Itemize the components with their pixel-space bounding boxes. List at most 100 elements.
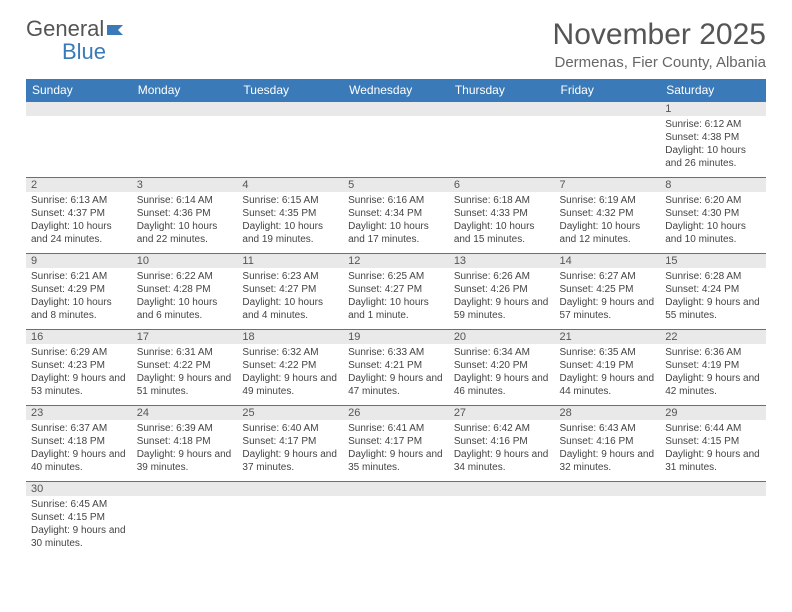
day-number: 2 — [26, 178, 132, 192]
day-header: Monday — [132, 79, 238, 102]
day-number: 6 — [449, 178, 555, 192]
calendar-cell: 4Sunrise: 6:15 AMSunset: 4:35 PMDaylight… — [237, 178, 343, 254]
calendar-cell — [237, 102, 343, 178]
day-info: Sunrise: 6:39 AMSunset: 4:18 PMDaylight:… — [132, 420, 238, 476]
calendar-table: SundayMondayTuesdayWednesdayThursdayFrid… — [26, 79, 766, 558]
day-number: 8 — [660, 178, 766, 192]
calendar-cell: 11Sunrise: 6:23 AMSunset: 4:27 PMDayligh… — [237, 254, 343, 330]
calendar-cell: 15Sunrise: 6:28 AMSunset: 4:24 PMDayligh… — [660, 254, 766, 330]
day-number: 20 — [449, 330, 555, 344]
calendar-cell: 10Sunrise: 6:22 AMSunset: 4:28 PMDayligh… — [132, 254, 238, 330]
day-info: Sunrise: 6:29 AMSunset: 4:23 PMDaylight:… — [26, 344, 132, 400]
day-info: Sunrise: 6:42 AMSunset: 4:16 PMDaylight:… — [449, 420, 555, 476]
calendar-cell — [449, 102, 555, 178]
day-info: Sunrise: 6:41 AMSunset: 4:17 PMDaylight:… — [343, 420, 449, 476]
calendar-cell — [343, 482, 449, 558]
calendar-row: 1Sunrise: 6:12 AMSunset: 4:38 PMDaylight… — [26, 102, 766, 178]
calendar-cell: 17Sunrise: 6:31 AMSunset: 4:22 PMDayligh… — [132, 330, 238, 406]
calendar-body: 1Sunrise: 6:12 AMSunset: 4:38 PMDaylight… — [26, 102, 766, 558]
calendar-cell — [555, 102, 661, 178]
day-info: Sunrise: 6:12 AMSunset: 4:38 PMDaylight:… — [660, 116, 766, 172]
calendar-cell: 16Sunrise: 6:29 AMSunset: 4:23 PMDayligh… — [26, 330, 132, 406]
day-number: 19 — [343, 330, 449, 344]
calendar-cell — [449, 482, 555, 558]
calendar-cell — [555, 482, 661, 558]
day-info: Sunrise: 6:19 AMSunset: 4:32 PMDaylight:… — [555, 192, 661, 248]
day-number: 29 — [660, 406, 766, 420]
day-info: Sunrise: 6:25 AMSunset: 4:27 PMDaylight:… — [343, 268, 449, 324]
day-number: 24 — [132, 406, 238, 420]
day-number: 5 — [343, 178, 449, 192]
calendar-cell: 20Sunrise: 6:34 AMSunset: 4:20 PMDayligh… — [449, 330, 555, 406]
calendar-cell — [132, 102, 238, 178]
calendar-cell: 3Sunrise: 6:14 AMSunset: 4:36 PMDaylight… — [132, 178, 238, 254]
header: GeneralBlue November 2025 Dermenas, Fier… — [26, 18, 766, 71]
day-number: 30 — [26, 482, 132, 496]
day-info: Sunrise: 6:23 AMSunset: 4:27 PMDaylight:… — [237, 268, 343, 324]
day-number: 23 — [26, 406, 132, 420]
day-number: 18 — [237, 330, 343, 344]
day-info: Sunrise: 6:26 AMSunset: 4:26 PMDaylight:… — [449, 268, 555, 324]
day-info: Sunrise: 6:31 AMSunset: 4:22 PMDaylight:… — [132, 344, 238, 400]
location: Dermenas, Fier County, Albania — [553, 54, 766, 71]
day-number: 9 — [26, 254, 132, 268]
day-number: 11 — [237, 254, 343, 268]
calendar-row: 16Sunrise: 6:29 AMSunset: 4:23 PMDayligh… — [26, 330, 766, 406]
calendar-cell: 12Sunrise: 6:25 AMSunset: 4:27 PMDayligh… — [343, 254, 449, 330]
day-number: 12 — [343, 254, 449, 268]
day-header: Wednesday — [343, 79, 449, 102]
calendar-cell — [660, 482, 766, 558]
day-info: Sunrise: 6:40 AMSunset: 4:17 PMDaylight:… — [237, 420, 343, 476]
day-number: 26 — [343, 406, 449, 420]
calendar-row: 9Sunrise: 6:21 AMSunset: 4:29 PMDaylight… — [26, 254, 766, 330]
calendar-cell — [343, 102, 449, 178]
day-number: 14 — [555, 254, 661, 268]
day-info: Sunrise: 6:27 AMSunset: 4:25 PMDaylight:… — [555, 268, 661, 324]
calendar-cell: 8Sunrise: 6:20 AMSunset: 4:30 PMDaylight… — [660, 178, 766, 254]
day-number: 4 — [237, 178, 343, 192]
day-info: Sunrise: 6:44 AMSunset: 4:15 PMDaylight:… — [660, 420, 766, 476]
day-header-row: SundayMondayTuesdayWednesdayThursdayFrid… — [26, 79, 766, 102]
calendar-row: 23Sunrise: 6:37 AMSunset: 4:18 PMDayligh… — [26, 406, 766, 482]
day-info: Sunrise: 6:33 AMSunset: 4:21 PMDaylight:… — [343, 344, 449, 400]
day-number: 28 — [555, 406, 661, 420]
day-info: Sunrise: 6:35 AMSunset: 4:19 PMDaylight:… — [555, 344, 661, 400]
calendar-cell: 24Sunrise: 6:39 AMSunset: 4:18 PMDayligh… — [132, 406, 238, 482]
day-info: Sunrise: 6:36 AMSunset: 4:19 PMDaylight:… — [660, 344, 766, 400]
day-info: Sunrise: 6:21 AMSunset: 4:29 PMDaylight:… — [26, 268, 132, 324]
calendar-cell: 29Sunrise: 6:44 AMSunset: 4:15 PMDayligh… — [660, 406, 766, 482]
calendar-cell: 1Sunrise: 6:12 AMSunset: 4:38 PMDaylight… — [660, 102, 766, 178]
day-number: 10 — [132, 254, 238, 268]
calendar-cell: 25Sunrise: 6:40 AMSunset: 4:17 PMDayligh… — [237, 406, 343, 482]
calendar-cell: 6Sunrise: 6:18 AMSunset: 4:33 PMDaylight… — [449, 178, 555, 254]
calendar-cell — [26, 102, 132, 178]
calendar-cell — [237, 482, 343, 558]
day-info: Sunrise: 6:15 AMSunset: 4:35 PMDaylight:… — [237, 192, 343, 248]
day-number: 15 — [660, 254, 766, 268]
day-info: Sunrise: 6:18 AMSunset: 4:33 PMDaylight:… — [449, 192, 555, 248]
title-block: November 2025 Dermenas, Fier County, Alb… — [553, 18, 766, 71]
calendar-cell: 22Sunrise: 6:36 AMSunset: 4:19 PMDayligh… — [660, 330, 766, 406]
day-info: Sunrise: 6:43 AMSunset: 4:16 PMDaylight:… — [555, 420, 661, 476]
calendar-cell: 26Sunrise: 6:41 AMSunset: 4:17 PMDayligh… — [343, 406, 449, 482]
day-info: Sunrise: 6:37 AMSunset: 4:18 PMDaylight:… — [26, 420, 132, 476]
day-number: 7 — [555, 178, 661, 192]
calendar-cell: 7Sunrise: 6:19 AMSunset: 4:32 PMDaylight… — [555, 178, 661, 254]
day-number: 13 — [449, 254, 555, 268]
day-info: Sunrise: 6:20 AMSunset: 4:30 PMDaylight:… — [660, 192, 766, 248]
page-title: November 2025 — [553, 18, 766, 52]
day-info: Sunrise: 6:45 AMSunset: 4:15 PMDaylight:… — [26, 496, 132, 552]
day-info: Sunrise: 6:13 AMSunset: 4:37 PMDaylight:… — [26, 192, 132, 248]
day-number: 16 — [26, 330, 132, 344]
calendar-cell: 5Sunrise: 6:16 AMSunset: 4:34 PMDaylight… — [343, 178, 449, 254]
day-info: Sunrise: 6:14 AMSunset: 4:36 PMDaylight:… — [132, 192, 238, 248]
calendar-cell: 28Sunrise: 6:43 AMSunset: 4:16 PMDayligh… — [555, 406, 661, 482]
day-header: Sunday — [26, 79, 132, 102]
calendar-cell: 18Sunrise: 6:32 AMSunset: 4:22 PMDayligh… — [237, 330, 343, 406]
day-number: 1 — [660, 102, 766, 116]
calendar-cell: 13Sunrise: 6:26 AMSunset: 4:26 PMDayligh… — [449, 254, 555, 330]
day-info: Sunrise: 6:22 AMSunset: 4:28 PMDaylight:… — [132, 268, 238, 324]
day-header: Saturday — [660, 79, 766, 102]
calendar-cell: 19Sunrise: 6:33 AMSunset: 4:21 PMDayligh… — [343, 330, 449, 406]
calendar-cell: 27Sunrise: 6:42 AMSunset: 4:16 PMDayligh… — [449, 406, 555, 482]
